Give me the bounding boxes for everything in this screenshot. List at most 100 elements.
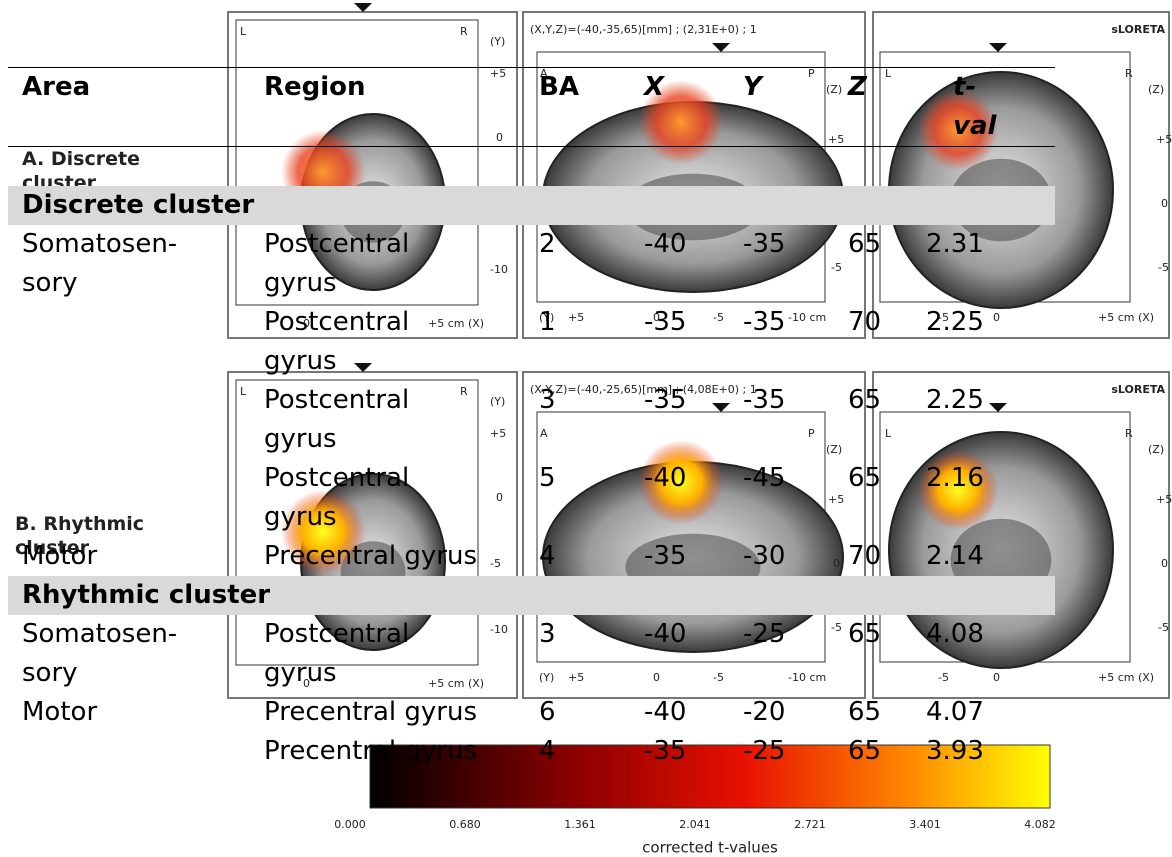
table-cell: 2.25: [926, 381, 1055, 459]
table-cell: 4: [539, 732, 644, 771]
axis-label: (Z): [1148, 83, 1164, 96]
colorbar-tick-label: 4.082: [1024, 818, 1056, 831]
table-cell: -30: [743, 537, 848, 576]
column-header: BA: [539, 68, 644, 146]
page: LR(Y)+50-5-100+5 cm (X)AP(Z)+50-5(Y)+50-…: [0, 0, 1172, 857]
panel-header: (X,Y,Z)=(-40,-35,65)[mm] ; (2,31E+0) ; 1: [530, 23, 757, 36]
table-cell: 65: [848, 615, 926, 693]
column-header: X: [644, 68, 743, 146]
marker: [354, 3, 372, 12]
colorbar-tick-label: 0.000: [334, 818, 366, 831]
table-cell: 3.93: [926, 732, 1055, 771]
table-cell: 2.16: [926, 459, 1055, 537]
colorbar-tick-label: 3.401: [909, 818, 941, 831]
table-cell: -35: [644, 537, 743, 576]
column-header: Area: [8, 68, 264, 146]
table-cell: Postcentral gyrus: [264, 615, 539, 693]
table-row: Postcentral gyrus3-35-35652.25: [8, 381, 1055, 459]
table-cell: Precentral gyrus: [264, 537, 539, 576]
table-cell: -35: [743, 225, 848, 303]
table-cell: [8, 381, 264, 459]
colorbar-tick-label: 2.721: [794, 818, 826, 831]
table-cell: -35: [644, 732, 743, 771]
table-cell: 2.31: [926, 225, 1055, 303]
table-cell: Precentral gyrus: [264, 732, 539, 771]
table-cell: Somatosen-sory: [8, 225, 264, 303]
table-row: Somatosen-soryPostcentral gyrus2-40-3565…: [8, 225, 1055, 303]
table-cell: Motor: [8, 537, 264, 576]
table-cell: -35: [644, 303, 743, 381]
table-cell: 65: [848, 459, 926, 537]
table-cell: -35: [743, 381, 848, 459]
colorbar-tick-label: 2.041: [679, 818, 711, 831]
table-cell: Motor: [8, 693, 264, 732]
table-cell: 65: [848, 693, 926, 732]
table-cell: -20: [743, 693, 848, 732]
axis-label: 0: [1161, 197, 1168, 210]
column-header: t-val: [926, 68, 1055, 146]
table-cell: -25: [743, 615, 848, 693]
table-cell: [8, 303, 264, 381]
table-cell: -25: [743, 732, 848, 771]
table-cell: -35: [644, 381, 743, 459]
column-header: Y: [743, 68, 848, 146]
axis-label: L: [240, 25, 247, 38]
table-cell: Somatosen-sory: [8, 615, 264, 693]
table-header: AreaRegionBAXYZt-val: [8, 67, 1055, 147]
axis-label: 0: [1161, 557, 1168, 570]
table-cell: 6: [539, 693, 644, 732]
table-row: MotorPrecentral gyrus4-35-30702.14: [8, 537, 1055, 576]
table-cell: -40: [644, 615, 743, 693]
table-cell: -40: [644, 225, 743, 303]
table-cell: 65: [848, 225, 926, 303]
axis-label: R: [1125, 67, 1133, 80]
section-title: Rhythmic cluster: [8, 576, 1055, 615]
table-cell: Postcentral gyrus: [264, 225, 539, 303]
table-cell: -35: [743, 303, 848, 381]
table-cell: -45: [743, 459, 848, 537]
column-header: Z: [848, 68, 926, 146]
axis-label: +5: [1156, 493, 1172, 506]
table-cell: 2.25: [926, 303, 1055, 381]
table-cell: 2: [539, 225, 644, 303]
table-cell: Postcentral gyrus: [264, 381, 539, 459]
axis-label: (Z): [1148, 443, 1164, 456]
table-cell: 70: [848, 303, 926, 381]
colorbar-tick-label: 1.361: [564, 818, 596, 831]
axis-label: +5 cm (X): [1098, 311, 1154, 324]
table-cell: 3: [539, 381, 644, 459]
table-cell: 3: [539, 615, 644, 693]
table-cell: 1: [539, 303, 644, 381]
table-cell: 4: [539, 537, 644, 576]
axis-label: +5 cm (X): [1098, 671, 1154, 684]
colorbar-tick-label: 0.680: [449, 818, 481, 831]
table-cell: 2.14: [926, 537, 1055, 576]
table-cell: 70: [848, 537, 926, 576]
column-header: Region: [264, 68, 539, 146]
table-cell: Precentral gyrus: [264, 693, 539, 732]
panel-brand: sLORETA: [1111, 23, 1165, 36]
table-cell: 4.07: [926, 693, 1055, 732]
axis-label: +5: [1156, 133, 1172, 146]
table-cell: Postcentral gyrus: [264, 459, 539, 537]
table-cell: [8, 459, 264, 537]
axis-label: R: [460, 25, 468, 38]
axis-label: -5: [1158, 621, 1169, 634]
table-cell: 65: [848, 732, 926, 771]
table-cell: [8, 732, 264, 771]
table-cell: 65: [848, 381, 926, 459]
axis-label: R: [1125, 427, 1133, 440]
table-cell: Postcentral gyrus: [264, 303, 539, 381]
table-cell: -40: [644, 693, 743, 732]
table-cell: 5: [539, 459, 644, 537]
panel-brand: sLORETA: [1111, 383, 1165, 396]
colorbar-label: corrected t-values: [642, 839, 778, 857]
table-cell: 4.08: [926, 615, 1055, 693]
axis-label: (Y): [490, 35, 505, 48]
